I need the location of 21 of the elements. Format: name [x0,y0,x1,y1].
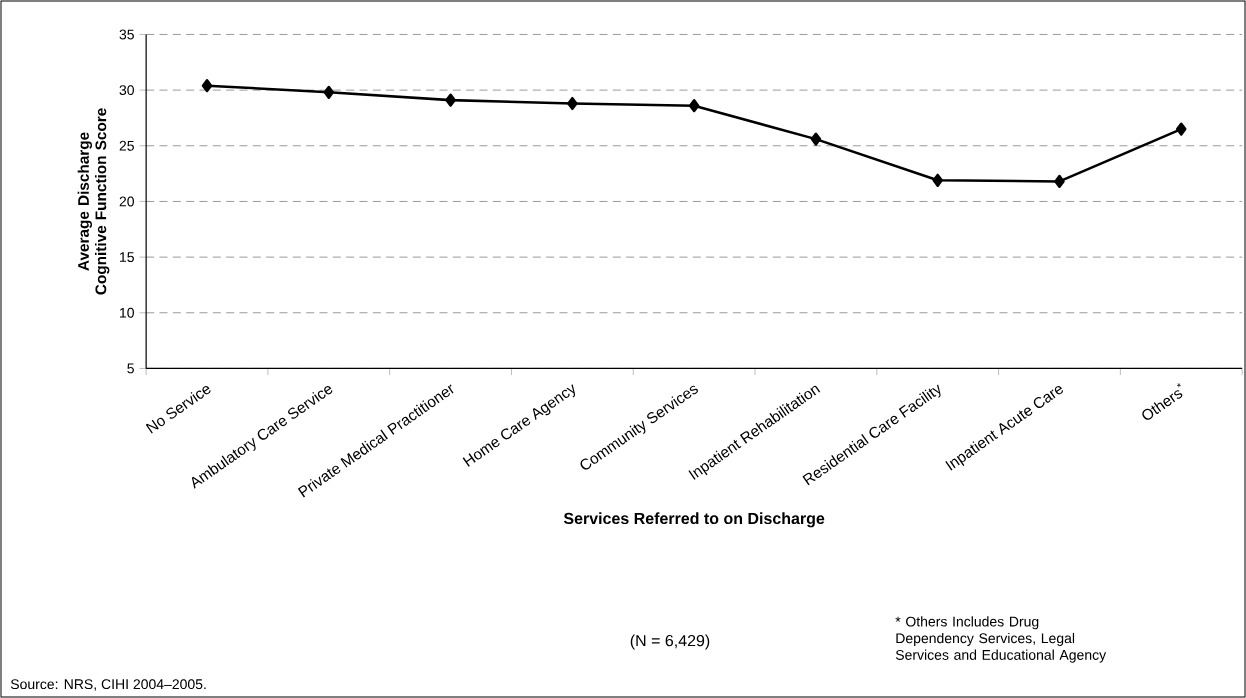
text: * Others Includes Drug Dependency Services, Legal Services and Educational Agency [895,616,1107,663]
point [323,85,335,99]
point [932,173,943,187]
y-tick-label: 20 [119,196,134,207]
y-tick-label: 15 [120,252,134,262]
point [1054,174,1065,189]
y-tick-label: 5 [127,363,134,374]
y-tick-label: 10 [120,307,134,318]
point [688,99,700,113]
point [567,96,578,111]
point [810,132,822,146]
y-tick-label: 35 [119,29,134,40]
x-axis-title: Services Referred to on Discharge [563,512,825,528]
y-tick-label: 30 [119,85,134,96]
point [445,93,456,107]
text: (N = 6,429) [630,634,710,650]
source-note: Source: NRS, CIHI 2004–2005. [10,679,206,691]
point [201,79,213,93]
y-tick-label: 25 [119,140,134,151]
point [1175,122,1187,136]
y-axis-title: Average Discharge Cognitive Function Score [77,108,110,295]
